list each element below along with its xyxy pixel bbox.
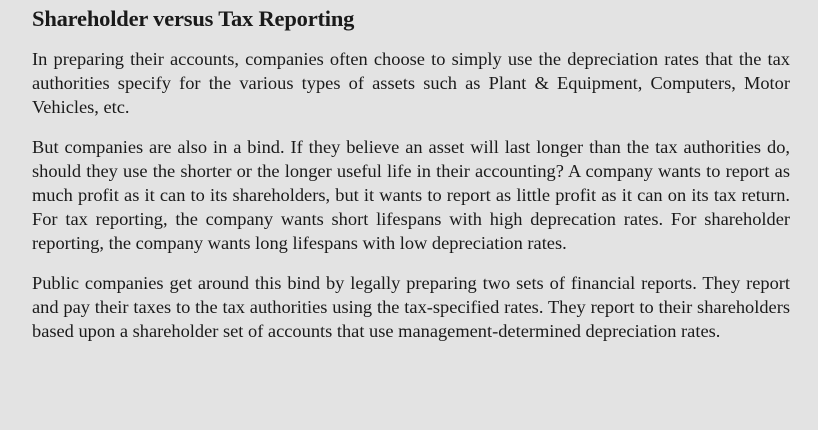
section-title: Shareholder versus Tax Reporting [32,6,355,31]
paragraph-depreciation-rates: In preparing their accounts, companies o… [32,49,790,118]
paragraph-bind: But companies are also in a bind. If the… [32,136,790,254]
paragraph-two-reports: Public companies get around this bind by… [32,272,790,342]
